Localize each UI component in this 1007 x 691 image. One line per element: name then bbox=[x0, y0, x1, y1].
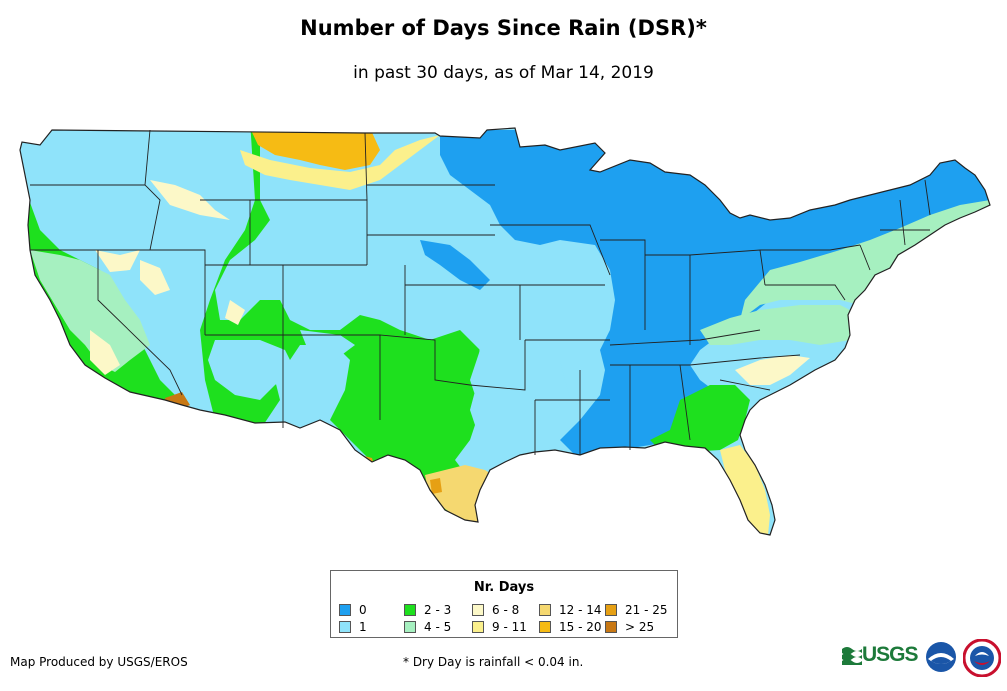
noaa-logo-icon bbox=[926, 642, 956, 672]
legend-label-0: 0 bbox=[359, 603, 367, 617]
region-4to5-california bbox=[30, 250, 150, 372]
legend-item-2: 2 - 3 bbox=[404, 603, 451, 617]
legend-label-3: 4 - 5 bbox=[424, 620, 452, 634]
usgs-logo-text: USGS bbox=[862, 643, 919, 666]
legend-item-6: 12 - 14 bbox=[539, 603, 602, 617]
map-title: Number of Days Since Rain (DSR)* bbox=[300, 16, 707, 40]
map-subtitle: in past 30 days, as of Mar 14, 2019 bbox=[353, 63, 654, 83]
usgs-logo: USGS bbox=[842, 643, 919, 667]
legend-label-6: 12 - 14 bbox=[559, 603, 602, 617]
legend-label-5: 9 - 11 bbox=[492, 620, 527, 634]
legend-label-8: 21 - 25 bbox=[625, 603, 668, 617]
legend-item-9: > 25 bbox=[605, 620, 654, 634]
legend-label-1: 1 bbox=[359, 620, 367, 634]
legend-item-7: 15 - 20 bbox=[539, 620, 602, 634]
legend-item-5: 9 - 11 bbox=[472, 620, 527, 634]
region-9to11-florida bbox=[720, 445, 770, 535]
legend: Nr. Days 0 1 2 - 3 4 - 5 6 - 8 9 - 11 12… bbox=[330, 570, 678, 638]
legend-label-4: 6 - 8 bbox=[492, 603, 520, 617]
legend-item-0: 0 bbox=[339, 603, 367, 617]
region-6to8-california bbox=[90, 260, 170, 375]
region-4to5-virginia bbox=[700, 305, 860, 345]
region-15to20-montana bbox=[250, 128, 380, 170]
legend-swatch-8 bbox=[605, 604, 617, 616]
legend-item-4: 6 - 8 bbox=[472, 603, 519, 617]
region-6to8-carolina bbox=[735, 355, 810, 385]
legend-swatch-7 bbox=[539, 621, 551, 633]
dry-day-note: * Dry Day is rainfall < 0.04 in. bbox=[403, 655, 584, 669]
legend-swatch-9 bbox=[605, 621, 617, 633]
region-1day-southwest bbox=[208, 330, 355, 400]
legend-swatch-4 bbox=[472, 604, 484, 616]
legend-title: Nr. Days bbox=[473, 580, 535, 595]
legend-item-3: 4 - 5 bbox=[404, 620, 451, 634]
dsr-color-fill bbox=[20, 128, 990, 535]
legend-swatch-1 bbox=[339, 621, 351, 633]
legend-label-9: > 25 bbox=[625, 620, 655, 634]
region-12to14-texas bbox=[425, 465, 500, 525]
legend-label-2: 2 - 3 bbox=[424, 603, 452, 617]
region-9to11-montana bbox=[240, 135, 440, 190]
nws-logo-icon bbox=[963, 639, 1001, 677]
state-boundaries bbox=[19, 127, 991, 536]
legend-swatch-2 bbox=[404, 604, 416, 616]
region-2to3-southeast bbox=[650, 385, 750, 452]
usgs-wave-icon bbox=[842, 647, 862, 665]
region-0day-east bbox=[420, 130, 990, 455]
legend-label-7: 15 - 20 bbox=[559, 620, 602, 634]
legend-swatch-6 bbox=[539, 604, 551, 616]
legend-item-8: 21 - 25 bbox=[605, 603, 668, 617]
region-6to8-wyoming bbox=[95, 180, 245, 325]
credit-text: Map Produced by USGS/EROS bbox=[10, 655, 188, 669]
region-1day-plains bbox=[470, 340, 570, 455]
dsr-map bbox=[19, 127, 991, 536]
legend-swatch-3 bbox=[404, 621, 416, 633]
legend-swatch-0 bbox=[339, 604, 351, 616]
legend-swatch-5 bbox=[472, 621, 484, 633]
legend-item-1: 1 bbox=[339, 620, 367, 634]
